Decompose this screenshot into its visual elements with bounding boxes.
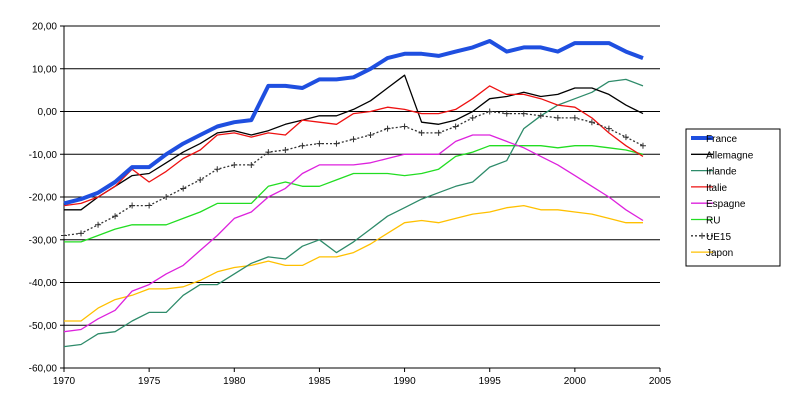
series-marker-ue15 xyxy=(588,119,595,126)
series-marker-ue15 xyxy=(214,166,221,173)
y-tick-label: 20,00 xyxy=(32,22,57,33)
series-marker-ue15 xyxy=(639,142,646,149)
legend-label-espagne: Espagne xyxy=(706,199,746,210)
legend-marker-ue15 xyxy=(699,232,705,239)
series-marker-ue15 xyxy=(333,140,340,147)
series-marker-ue15 xyxy=(180,185,187,192)
series-marker-ue15 xyxy=(469,114,476,121)
x-tick-label: 1970 xyxy=(53,376,76,387)
series-marker-ue15 xyxy=(605,125,612,132)
series-line-irlande xyxy=(63,78,644,348)
series-marker-ue15 xyxy=(435,129,442,136)
legend-label-france: France xyxy=(706,134,738,145)
y-tick-label: 10,00 xyxy=(32,64,57,75)
series-marker-ue15 xyxy=(231,161,238,168)
x-axis-ticks: 1970 1975 1980 1985 1990 1995 2000 2005 xyxy=(53,368,672,387)
grid-lines xyxy=(64,25,660,369)
series-marker-ue15 xyxy=(146,202,153,209)
legend-label-irlande: Irlande xyxy=(706,167,737,178)
series-line-france xyxy=(63,39,644,206)
y-tick-label: -60,00 xyxy=(29,364,58,375)
series-marker-ue15 xyxy=(520,110,527,117)
legend-label-ru: RU xyxy=(706,216,720,227)
x-tick-label: 2005 xyxy=(649,376,672,387)
x-tick-label: 1990 xyxy=(393,376,416,387)
series-line-italie xyxy=(63,85,644,207)
legend-label-italie: Italie xyxy=(706,183,728,194)
series-marker-ue15 xyxy=(401,123,408,130)
series-marker-ue15 xyxy=(554,114,561,121)
x-tick-label: 2000 xyxy=(564,376,587,387)
series-marker-ue15 xyxy=(299,142,306,149)
legend-box xyxy=(685,128,781,267)
y-tick-label: 0,00 xyxy=(38,107,58,118)
series-marker-ue15 xyxy=(248,161,255,168)
series-line-espagne xyxy=(63,134,644,333)
series-marker-ue15 xyxy=(316,140,323,147)
series-marker-ue15 xyxy=(163,194,170,200)
series-marker-ue15 xyxy=(367,132,374,139)
series-marker-ue15 xyxy=(265,149,272,156)
series-lines xyxy=(61,39,646,348)
series-marker-ue15 xyxy=(452,123,459,130)
y-tick-label: -30,00 xyxy=(29,235,58,246)
legend-label-ue15: UE15 xyxy=(706,232,731,243)
y-tick-label: -20,00 xyxy=(29,193,58,204)
series-marker-ue15 xyxy=(486,108,493,115)
x-tick-label: 1995 xyxy=(479,376,502,387)
series-marker-ue15 xyxy=(78,230,85,237)
series-marker-ue15 xyxy=(197,176,204,183)
y-tick-label: -40,00 xyxy=(29,278,58,289)
y-tick-label: -50,00 xyxy=(29,321,58,332)
x-tick-label: 1985 xyxy=(308,376,331,387)
legend: France Allemagne Irlande Italie Espagne RU UE1… xyxy=(685,128,781,267)
series-line-ru xyxy=(64,145,644,243)
series-marker-ue15 xyxy=(503,110,510,117)
series-marker-ue15 xyxy=(350,136,357,143)
series-line-japon xyxy=(64,204,643,322)
x-tick-label: 1980 xyxy=(223,376,246,387)
y-axis-ticks: 20,00 10,00 0,00 -10,00 -20,00 -30,00 -40,00 -5… xyxy=(29,22,64,375)
series-marker-ue15 xyxy=(537,112,544,119)
x-tick-label: 1975 xyxy=(138,376,161,387)
series-line-allemagne xyxy=(64,74,644,211)
y-tick-label: -10,00 xyxy=(29,150,58,161)
series-marker-ue15 xyxy=(282,146,289,153)
series-marker-ue15 xyxy=(384,125,391,132)
series-marker-ue15 xyxy=(95,221,102,228)
series-marker-ue15 xyxy=(61,232,67,239)
series-marker-ue15 xyxy=(129,202,136,209)
legend-label-japon: Japon xyxy=(706,248,733,259)
series-marker-ue15 xyxy=(418,129,425,136)
legend-label-allemagne: Allemagne xyxy=(706,150,754,161)
series-marker-ue15 xyxy=(571,114,578,121)
series-marker-ue15 xyxy=(112,213,119,220)
series-marker-ue15 xyxy=(622,134,629,141)
